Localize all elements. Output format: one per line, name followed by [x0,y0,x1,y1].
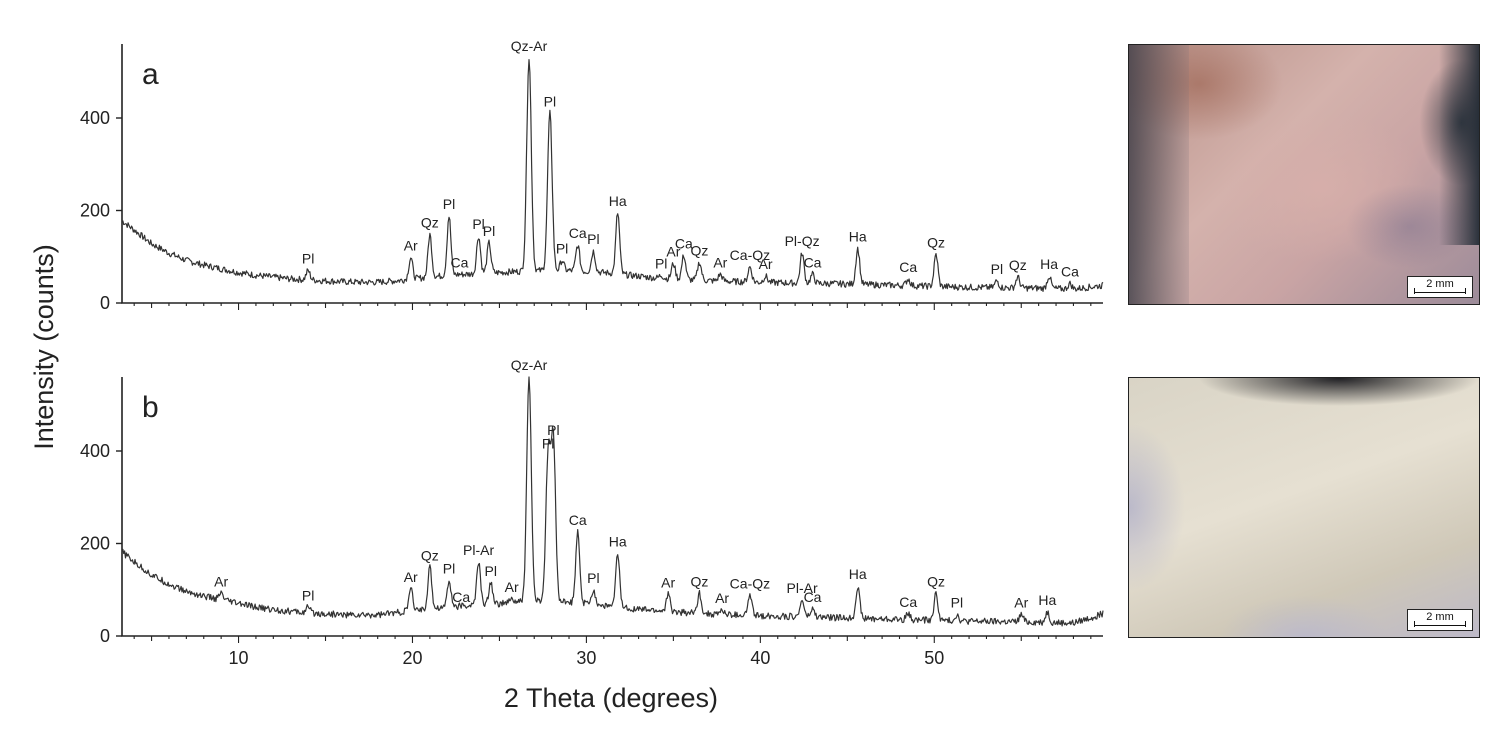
peak-label-b-7: Pl [485,563,497,579]
sample-photo-a: 2 mm [1128,44,1480,305]
scale-bar-label-b: 2 mm [1426,611,1454,623]
panel-label-a: a [142,58,159,91]
peak-label-b-19: Pl-Ar [787,580,818,596]
peak-label-b-1: Pl [302,587,314,603]
y-axis-label: Intensity (counts) [29,244,59,450]
y-tick-label-a-0: 0 [100,293,110,313]
peak-label-a-27: Ha [1040,256,1058,272]
peak-label-b-15: Ar [661,574,675,590]
scale-bar-a: 2 mm [1407,276,1473,298]
peak-label-b-13: Pl [587,570,599,586]
x-axis-label: 2 Theta (degrees) [504,683,718,713]
peak-label-b-23: Qz [927,573,945,589]
x-tick-label-40: 40 [750,648,770,668]
peak-label-b-18: Ca-Qz [730,575,770,591]
x-tick-label-30: 30 [576,648,596,668]
peak-label-b-5: Ca [452,589,470,605]
peak-label-b-8: Ar [505,579,519,595]
peak-label-a-13: Pl [655,255,667,271]
peak-label-a-16: Qz [691,242,709,258]
peak-label-b-21: Ha [849,566,867,582]
peak-label-b-20: Ca [804,589,822,605]
peak-label-a-22: Ha [849,228,867,244]
peak-label-a-1: Ar [404,238,418,254]
peak-label-a-12: Ha [609,193,627,209]
x-tick-label-20: 20 [402,648,422,668]
peak-label-b-25: Ar [1014,595,1028,611]
scale-bar-b: 2 mm [1407,609,1473,631]
y-tick-label-b-0: 0 [100,626,110,646]
peak-label-a-9: Pl [556,240,568,256]
peak-label-a-17: Ar [713,254,727,270]
scale-bar-line-a [1414,288,1466,294]
peak-label-a-21: Ca [804,254,822,270]
peak-label-b-12: Ca [569,512,587,528]
peak-label-b-9: Qz-Ar [511,357,548,373]
peak-label-b-10: Pl [542,436,554,452]
peak-label-b-3: Qz [421,548,439,564]
peak-label-a-0: Pl [302,251,314,267]
peak-label-a-4: Ca [450,254,468,270]
y-tick-label-b-400: 400 [80,441,110,461]
peak-label-a-19: Ar [759,256,773,272]
peak-label-a-2: Qz [421,215,439,231]
peak-label-b-16: Qz [691,573,709,589]
peak-label-b-22: Ca [899,594,917,610]
x-tick-label-10: 10 [229,648,249,668]
peak-label-b-0: Ar [214,573,228,589]
y-tick-label-a-200: 200 [80,201,110,221]
peak-label-a-26: Qz [1009,257,1027,273]
x-tick-label-50: 50 [924,648,944,668]
peak-label-a-28: Ca [1061,264,1079,280]
peak-label-b-4: Pl [443,561,455,577]
peak-label-a-18: Ca-Qz [730,247,770,263]
peak-label-b-6: Pl-Ar [463,542,494,558]
panel-label-b: b [142,391,159,424]
peak-label-a-24: Qz [927,234,945,250]
trace-a [121,59,1104,292]
peak-label-a-25: Pl [991,261,1003,277]
peak-label-a-3: Pl [443,196,455,212]
trace-b [121,376,1104,627]
peak-label-a-6: Pl [483,223,495,239]
peak-label-a-10: Ca [569,225,587,241]
scale-bar-line-b [1414,621,1466,627]
peak-label-b-14: Ha [609,534,627,550]
peak-label-b-2: Ar [404,569,418,585]
peak-label-a-8: Pl [544,93,556,109]
peak-label-a-7: Qz-Ar [511,38,548,54]
scale-bar-label-a: 2 mm [1426,278,1454,290]
sample-photo-b: 2 mm [1128,377,1480,638]
peak-label-a-5: Pl [472,216,484,232]
axes-a [121,44,1103,304]
peak-label-b-24: Pl [951,595,963,611]
peak-label-a-14: Ar [666,244,680,260]
y-tick-label-b-200: 200 [80,534,110,554]
peak-label-b-26: Ha [1038,592,1056,608]
y-tick-label-a-400: 400 [80,108,110,128]
peak-label-a-15: Ca [675,235,693,251]
peak-label-a-23: Ca [899,259,917,275]
peak-label-b-11: Pl [547,422,559,438]
peak-label-a-11: Pl [587,231,599,247]
peak-label-a-20: Pl-Qz [785,233,820,249]
peak-label-b-17: Ar [715,590,729,606]
